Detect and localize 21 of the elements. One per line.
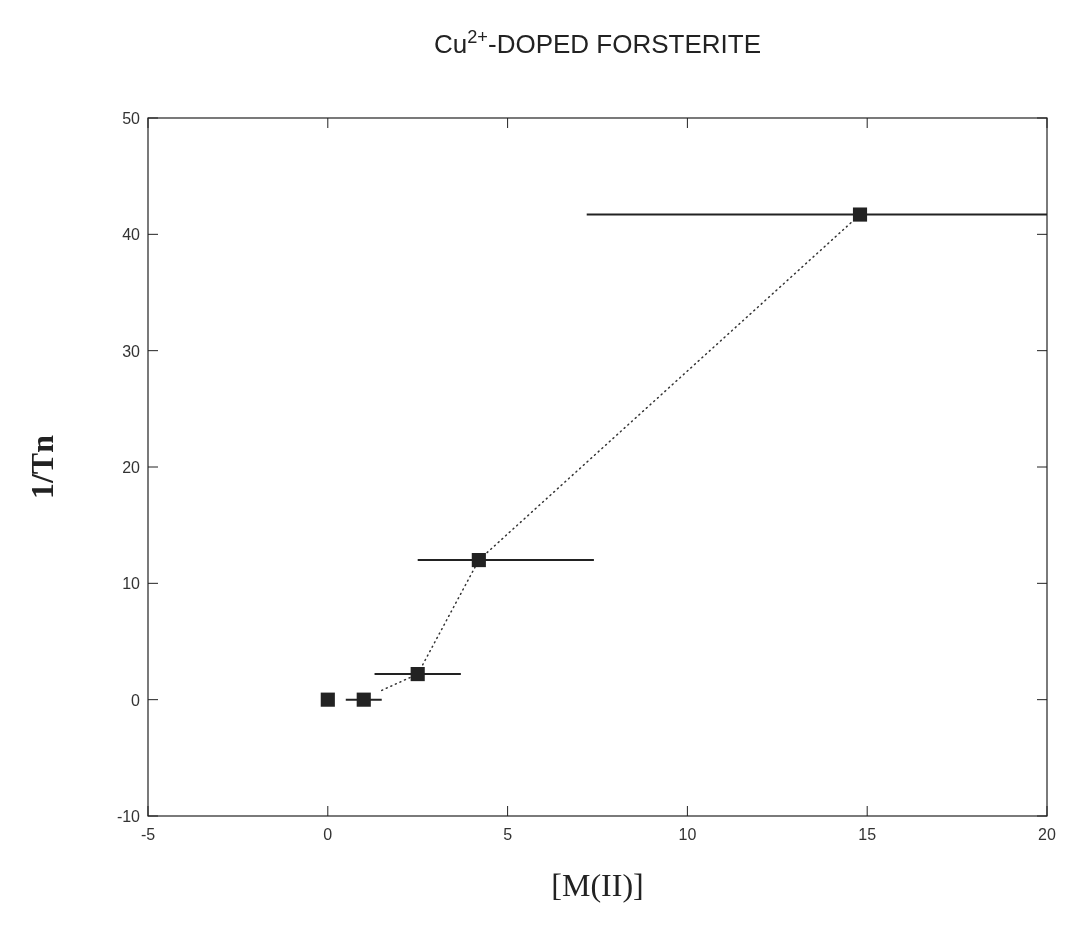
x-tick-label: 15	[858, 826, 877, 843]
x-tick-label: 20	[1038, 826, 1056, 843]
x-tick-label: 5	[503, 826, 513, 843]
y-tick-label: 0	[131, 691, 141, 709]
point	[356, 692, 371, 707]
y-tick-label: 20	[122, 459, 141, 476]
y-tick-label: 40	[122, 226, 141, 244]
x-tick-label: 0	[323, 826, 333, 843]
point	[471, 553, 486, 568]
chart-title: Cu$^{2+}$-DOPED FORSTERITE	[433, 27, 762, 59]
x-tick-label: 10	[678, 826, 697, 843]
x-axis-title: [M(II)]	[551, 867, 644, 903]
point	[410, 667, 425, 682]
y-tick-label: 30	[122, 342, 141, 360]
y-tick-label: 50	[122, 110, 141, 127]
x-tick-label: -5	[140, 826, 156, 843]
point	[852, 207, 868, 222]
y-tick-label: -10	[116, 808, 141, 825]
point	[320, 692, 335, 707]
y-axis-title: 1/Tn	[24, 434, 60, 500]
y-tick-label: 10	[122, 575, 141, 593]
